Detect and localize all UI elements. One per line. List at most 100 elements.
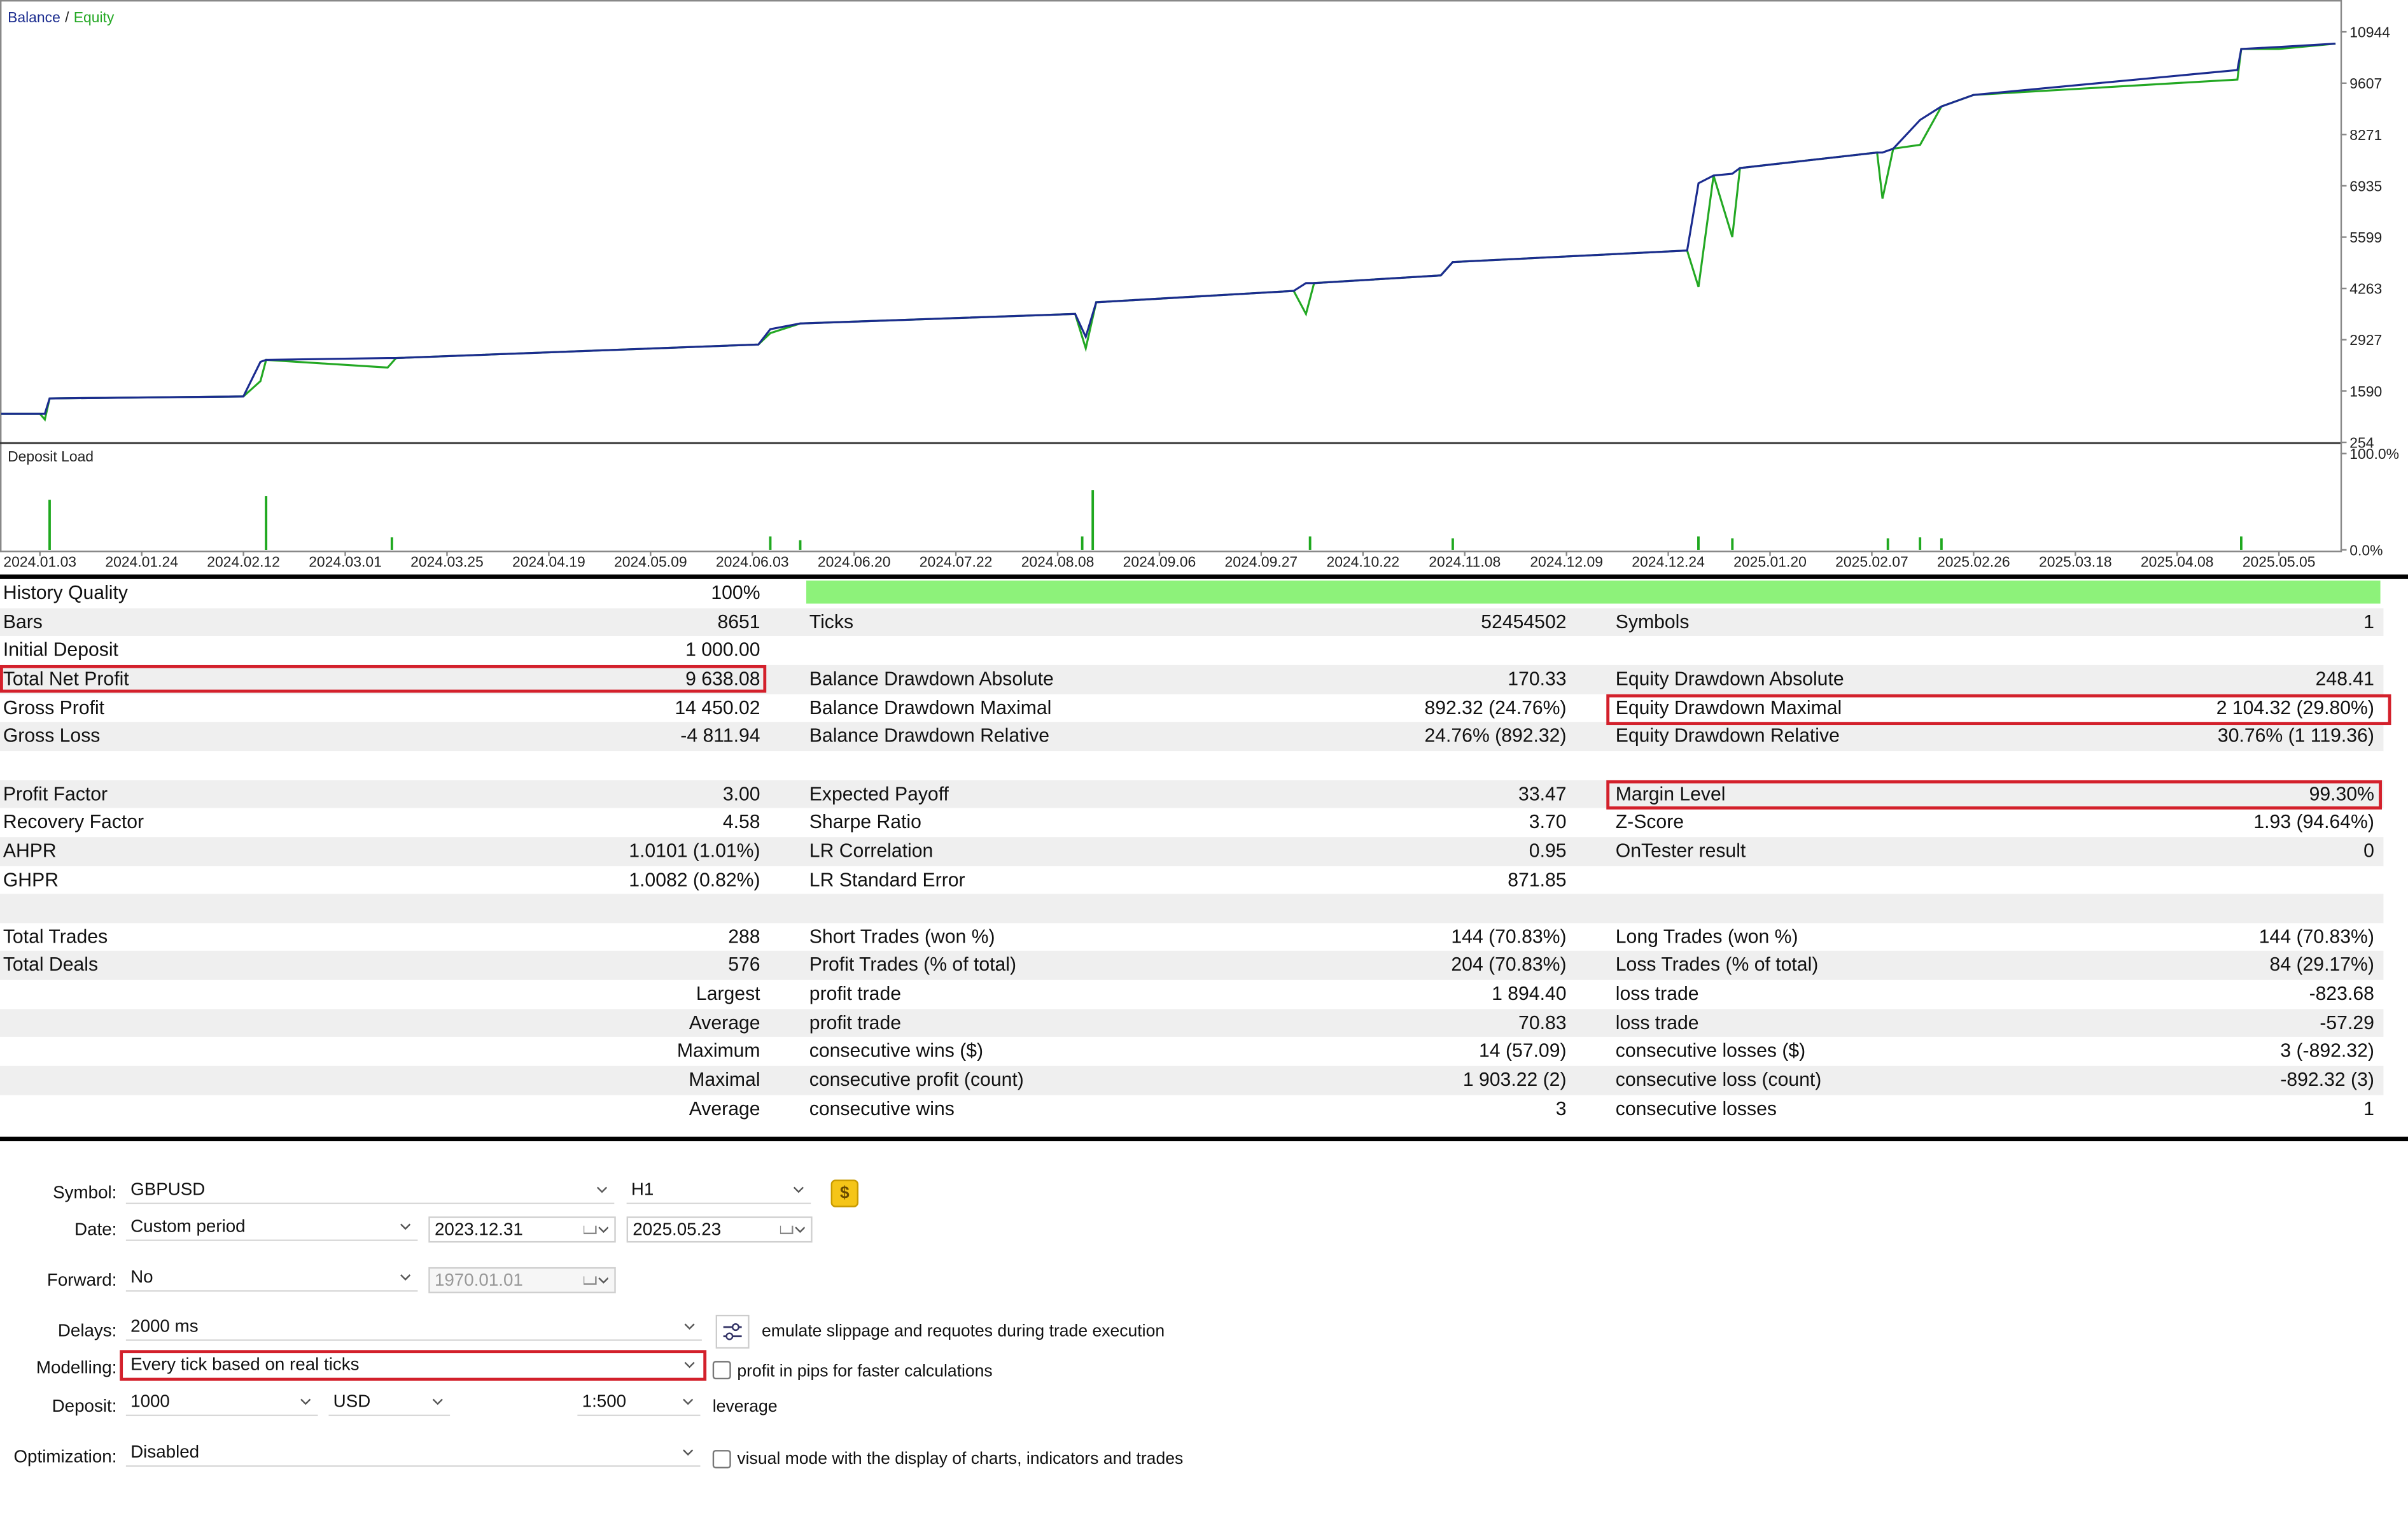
stat-label: loss trade bbox=[1615, 1011, 1699, 1034]
stat-value: 1.0101 (1.01%) bbox=[629, 840, 760, 862]
stat-value: 3 bbox=[1555, 1097, 1567, 1120]
checkbox[interactable] bbox=[712, 1450, 731, 1469]
select[interactable]: Disabled bbox=[125, 1440, 701, 1467]
legend-balance: Balance bbox=[8, 9, 60, 25]
x-tick-label: 2024.03.25 bbox=[410, 554, 484, 570]
stat-label: loss trade bbox=[1615, 983, 1699, 1005]
stat-label: Expected Payoff bbox=[809, 782, 949, 805]
stat-label: Balance Drawdown Maximal bbox=[809, 696, 1052, 719]
x-tick-label: 2024.09.06 bbox=[1123, 554, 1196, 570]
stat-label: consecutive losses ($) bbox=[1615, 1040, 1806, 1062]
stat-label: consecutive losses bbox=[1615, 1097, 1777, 1120]
stat-label: consecutive loss (count) bbox=[1615, 1069, 1822, 1091]
chevron bbox=[584, 1225, 608, 1235]
x-tick-label: 2024.08.08 bbox=[1021, 554, 1095, 570]
x-tick-label: 2024.12.09 bbox=[1530, 554, 1603, 570]
stat-label: Profit Trades (% of total) bbox=[809, 954, 1017, 976]
date-input[interactable]: 2025.05.23 bbox=[626, 1216, 813, 1243]
history-quality-bar bbox=[806, 580, 2381, 604]
checkbox[interactable] bbox=[712, 1361, 731, 1380]
stat-value: Largest bbox=[696, 983, 760, 1005]
select[interactable]: USD bbox=[328, 1390, 451, 1417]
select[interactable]: 2000 ms bbox=[125, 1314, 702, 1341]
select[interactable]: 1:500 bbox=[577, 1390, 701, 1417]
x-tick-label: 2024.10.22 bbox=[1326, 554, 1399, 570]
chevron bbox=[432, 1398, 443, 1405]
stat-label: Gross Profit bbox=[3, 696, 105, 719]
stat-value: Average bbox=[689, 1011, 760, 1034]
stat-value: 1 903.22 (2) bbox=[1462, 1069, 1567, 1091]
x-tick-label: 2024.04.19 bbox=[512, 554, 585, 570]
x-tick-label: 2024.01.03 bbox=[3, 554, 76, 570]
select[interactable]: H1 bbox=[626, 1177, 811, 1205]
stat-value: Maximal bbox=[689, 1069, 760, 1091]
y-tick-label: 254 bbox=[2349, 434, 2374, 451]
stat-label: Balance Drawdown Relative bbox=[809, 725, 1050, 747]
y-tick-label: 2927 bbox=[2349, 332, 2382, 348]
y-tick-label: 1590 bbox=[2349, 383, 2382, 400]
stat-label: LR Correlation bbox=[809, 840, 934, 862]
select[interactable]: Custom period bbox=[125, 1214, 418, 1241]
option-text: visual mode with the display of charts, … bbox=[737, 1450, 1184, 1469]
charts: Balance / Equity Deposit Load 2024.01.03 20… bbox=[0, 0, 2399, 570]
highlight bbox=[1606, 780, 2382, 810]
stat-label: LR Standard Error bbox=[809, 868, 965, 890]
main-plot-frame bbox=[0, 0, 2342, 444]
y-tick-label: 0.0% bbox=[2349, 542, 2383, 558]
stat-label: Bars bbox=[3, 610, 43, 633]
stat-label: Loss Trades (% of total) bbox=[1615, 954, 1819, 976]
stats-row bbox=[0, 894, 2384, 923]
select[interactable]: 1000 bbox=[125, 1390, 318, 1417]
highlight bbox=[120, 1350, 707, 1381]
y-tick-label: 8271 bbox=[2349, 127, 2382, 143]
stat-value: 52454502 bbox=[1481, 610, 1567, 633]
stat-value: 170.33 bbox=[1508, 668, 1567, 690]
x-tick-label: 2024.11.08 bbox=[1429, 554, 1501, 570]
stat-value: -4 811.94 bbox=[680, 725, 760, 747]
stat-value: 14 450.02 bbox=[675, 696, 760, 719]
stat-label: Equity Drawdown Maximal bbox=[1615, 696, 1842, 719]
symbol-icon[interactable]: $ bbox=[830, 1179, 859, 1207]
stat-label: Recovery Factor bbox=[3, 811, 144, 833]
chevron bbox=[683, 1449, 694, 1456]
stat-label: AHPR bbox=[3, 840, 57, 862]
stats-row: Average profit trade 70.83 loss trade -57.29 bbox=[0, 1008, 2384, 1038]
select[interactable]: No bbox=[125, 1265, 418, 1292]
stat-value: 14 (57.09) bbox=[1479, 1040, 1567, 1062]
slippage-icon[interactable] bbox=[715, 1314, 750, 1349]
chevron bbox=[793, 1186, 804, 1193]
y-tick-label: 9607 bbox=[2349, 75, 2382, 92]
y-tick-label: 5599 bbox=[2349, 229, 2382, 246]
x-tick-label: 2024.06.20 bbox=[818, 554, 891, 570]
stat-label: Profit Factor bbox=[3, 782, 108, 805]
legend-separator: / bbox=[65, 9, 69, 25]
stats-row: Maximal consecutive profit (count) 1 903.2… bbox=[0, 1065, 2384, 1095]
stat-label: OnTester result bbox=[1615, 840, 1746, 862]
stat-label: Balance Drawdown Absolute bbox=[809, 668, 1054, 690]
label: Date: bbox=[74, 1221, 117, 1240]
y-tick-label: 4263 bbox=[2349, 281, 2382, 297]
stat-label: Gross Loss bbox=[3, 725, 101, 747]
stat-label: GHPR bbox=[3, 868, 59, 890]
option-text: profit in pips for faster calculations bbox=[737, 1362, 993, 1381]
stat-label: profit trade bbox=[809, 1011, 902, 1034]
x-tick-label: 2024.09.27 bbox=[1225, 554, 1298, 570]
stat-value: 576 bbox=[728, 954, 760, 976]
x-tick-label: 2025.05.05 bbox=[2243, 554, 2316, 570]
label: Optimization: bbox=[13, 1448, 117, 1467]
x-tick-label: 2025.03.18 bbox=[2039, 554, 2112, 570]
date-input: 1970.01.01 bbox=[428, 1267, 616, 1293]
chevron bbox=[300, 1398, 311, 1405]
stat-value: 892.32 (24.76%) bbox=[1424, 696, 1567, 719]
stat-value: 0 bbox=[2363, 840, 2374, 862]
stat-label: Sharpe Ratio bbox=[809, 811, 921, 833]
x-tick-label: 2024.06.03 bbox=[716, 554, 789, 570]
stat-label: Ticks bbox=[809, 610, 854, 633]
stats-row: Recovery Factor 4.58 Sharpe Ratio 3.70 Z-Sco… bbox=[0, 808, 2383, 837]
select[interactable]: GBPUSD bbox=[125, 1177, 615, 1205]
stat-value: 84 (29.17%) bbox=[2269, 954, 2374, 976]
stat-value: 144 (70.83%) bbox=[2258, 925, 2374, 948]
stat-label: Equity Drawdown Relative bbox=[1615, 725, 1840, 747]
date-input[interactable]: 2023.12.31 bbox=[428, 1216, 616, 1243]
